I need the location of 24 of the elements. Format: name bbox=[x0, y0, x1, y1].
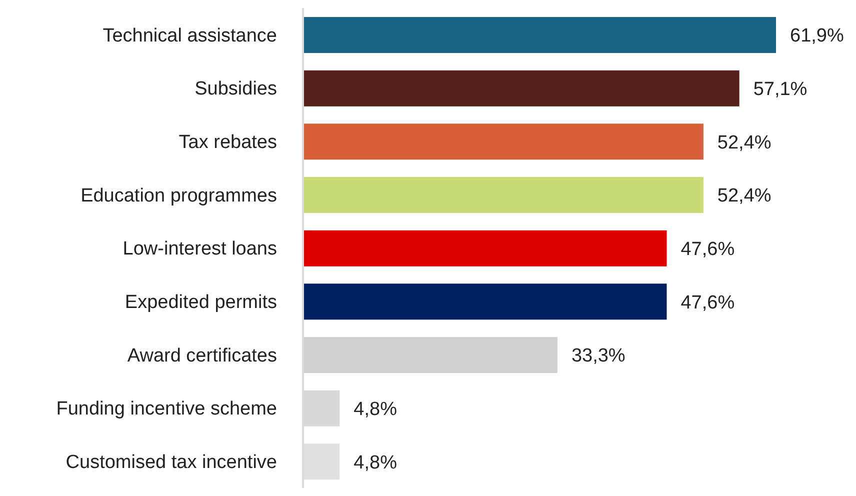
y-tick-label: Low-interest loans bbox=[122, 238, 277, 260]
bar bbox=[303, 177, 704, 213]
y-tick-label: Expedited permits bbox=[124, 292, 277, 314]
y-tick-label: Technical assistance bbox=[102, 25, 277, 46]
data-label: 57,1% bbox=[753, 79, 808, 100]
y-tick-label: Customised tax incentive bbox=[66, 452, 277, 474]
bar bbox=[303, 17, 776, 53]
bar bbox=[303, 70, 740, 106]
y-tick-label: Tax rebates bbox=[178, 132, 277, 154]
data-label: 33,3% bbox=[571, 346, 626, 367]
data-label: 52,4% bbox=[717, 186, 772, 207]
y-tick-label: Funding incentive scheme bbox=[56, 398, 277, 420]
data-label: 47,6% bbox=[680, 292, 735, 314]
data-label: 4,8% bbox=[354, 452, 398, 474]
y-tick-label: Subsidies bbox=[194, 78, 277, 100]
bar bbox=[303, 230, 667, 266]
y-tick-label: Education programmes bbox=[80, 185, 277, 206]
data-label: 47,6% bbox=[680, 239, 735, 260]
bar bbox=[303, 124, 704, 160]
bar bbox=[303, 284, 667, 320]
y-tick-label: Award certificates bbox=[127, 345, 277, 366]
data-label: 52,4% bbox=[717, 132, 772, 154]
data-label: 61,9% bbox=[790, 26, 844, 47]
data-label: 4,8% bbox=[354, 399, 398, 420]
